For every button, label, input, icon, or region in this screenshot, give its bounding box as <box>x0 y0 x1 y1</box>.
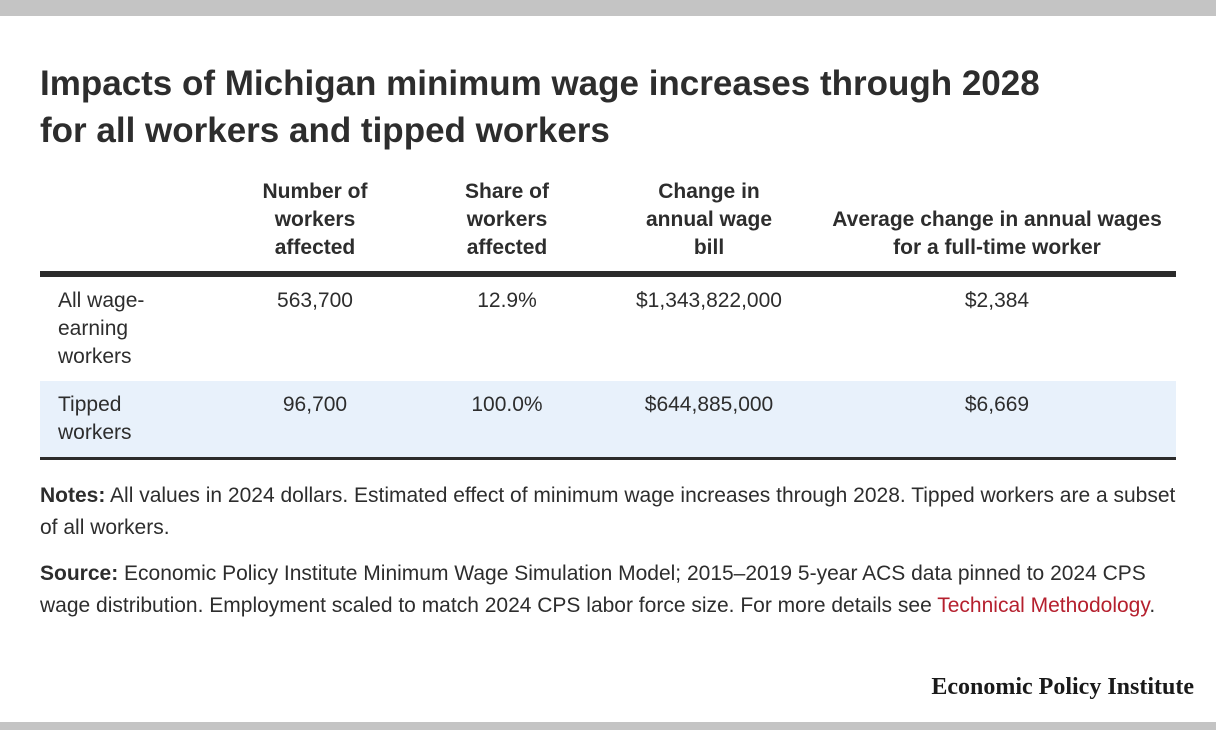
notes-label: Notes: <box>40 484 106 507</box>
row-label-tipped-workers: Tipped workers <box>40 381 216 460</box>
cell-share-of-workers: 100.0% <box>414 381 600 460</box>
row-label-line: Tipped <box>58 393 122 416</box>
row-label-all-workers: All wage- earning workers <box>40 274 216 381</box>
title-line-2: for all workers and tipped workers <box>40 111 610 150</box>
source-text: Economic Policy Institute Minimum Wage S… <box>40 562 1146 617</box>
technical-methodology-link[interactable]: Technical Methodology <box>937 594 1150 617</box>
table-row-all-workers: All wage- earning workers 563,700 12.9% … <box>40 274 1176 381</box>
cell-wage-bill: $1,343,822,000 <box>636 289 782 312</box>
bottom-border-bar <box>0 722 1216 730</box>
top-border-bar <box>0 0 1216 16</box>
header-number-of-workers: Number of workers affected <box>216 178 414 277</box>
table-header-row: Number of workers affected Share of work… <box>40 178 1176 277</box>
title-line-1: Impacts of Michigan minimum wage increas… <box>40 64 1040 103</box>
cell-average-change: $2,384 <box>964 289 1030 312</box>
row-label-line: workers <box>58 345 132 368</box>
notes-paragraph: Notes: All values in 2024 dollars. Estim… <box>40 480 1180 544</box>
epi-logo: Economic Policy Institute <box>931 674 1194 700</box>
source-paragraph: Source: Economic Policy Institute Minimu… <box>40 558 1180 622</box>
table-row-tipped-workers: Tipped workers 96,700 100.0% $644,885,00… <box>40 381 1176 460</box>
cell-number-of-workers: 563,700 <box>277 289 353 312</box>
cell-wage-bill: $644,885,000 <box>600 381 818 460</box>
header-row-label <box>40 178 216 277</box>
source-end: . <box>1149 594 1156 617</box>
row-label-line: All wage- <box>58 289 145 312</box>
impacts-table: Number of workers affected Share of work… <box>40 178 1176 460</box>
header-change-in-wage-bill: Change in annual wage bill <box>600 178 818 277</box>
row-label-line: earning <box>58 317 129 340</box>
cell-number-of-workers: 96,700 <box>216 381 414 460</box>
cell-share-of-workers: 12.9% <box>477 289 537 312</box>
cell-average-change: $6,669 <box>818 381 1176 460</box>
header-share-of-workers: Share of workers affected <box>414 178 600 277</box>
source-label: Source: <box>40 562 119 585</box>
page-title: Impacts of Michigan minimum wage increas… <box>40 60 1180 154</box>
row-label-line: workers <box>58 421 132 444</box>
header-average-change: Average change in annual wages for a ful… <box>818 178 1176 277</box>
notes-text: All values in 2024 dollars. Estimated ef… <box>40 484 1176 539</box>
